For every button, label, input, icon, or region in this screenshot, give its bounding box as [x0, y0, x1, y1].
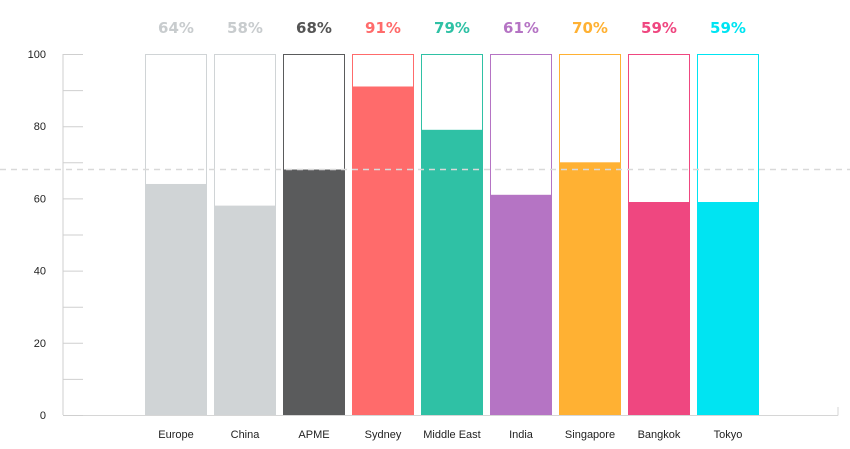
bar-value-label: 70% — [572, 19, 608, 37]
category-label: India — [509, 429, 534, 441]
bar-value-label: 91% — [365, 19, 401, 37]
category-label: Sydney — [365, 429, 402, 441]
y-tick-label: 40 — [34, 266, 46, 278]
bar — [628, 202, 690, 415]
y-tick-label: 80 — [34, 121, 46, 133]
category-label: Middle East — [423, 429, 480, 441]
bar-value-label: 61% — [503, 19, 539, 37]
category-label: Bangkok — [638, 429, 681, 441]
bar — [697, 202, 759, 415]
category-label: APME — [298, 429, 329, 441]
bar — [421, 129, 483, 415]
bar-value-label: 59% — [641, 19, 677, 37]
y-tick-label: 100 — [28, 49, 46, 61]
category-label: Europe — [158, 429, 193, 441]
bar — [352, 86, 414, 416]
y-tick-label: 60 — [34, 193, 46, 205]
category-label: Tokyo — [714, 429, 743, 441]
bar-value-label: 64% — [158, 19, 194, 37]
bar — [214, 205, 276, 415]
axes: 0 20 40 60 80 100 — [28, 49, 839, 422]
bar-value-label: 79% — [434, 19, 470, 37]
y-tick-label: 0 — [40, 410, 46, 422]
bar-value-label: 58% — [227, 19, 263, 37]
category-label: China — [231, 429, 261, 441]
labels: 64% Europe 58% China 68% APME 91% Sydney 79% Midd… — [158, 19, 746, 441]
bar — [283, 169, 345, 415]
bars — [145, 54, 759, 416]
bar-value-label: 68% — [296, 19, 332, 37]
category-label: Singapore — [565, 429, 615, 441]
bar-value-label: 59% — [710, 19, 746, 37]
bar — [145, 183, 207, 415]
bar — [559, 162, 621, 415]
bar — [490, 194, 552, 415]
y-tick-label: 20 — [34, 338, 46, 350]
